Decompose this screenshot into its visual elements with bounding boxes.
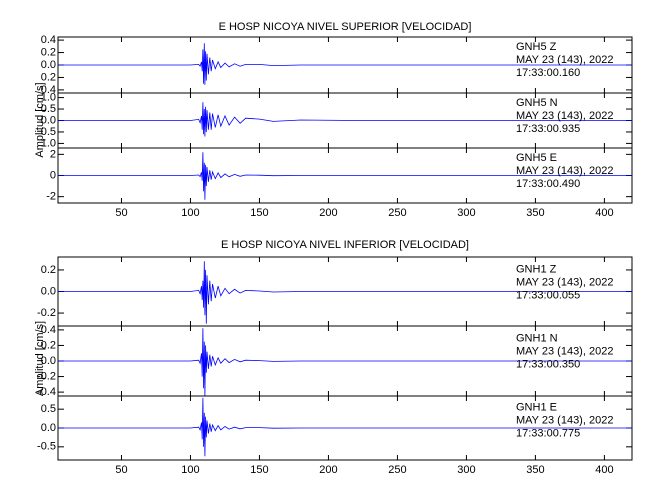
x-tick-label: 350	[526, 207, 544, 219]
waveform	[58, 102, 632, 137]
date-label: MAY 23 (143), 2022	[516, 165, 613, 177]
x-tick-label: 250	[388, 464, 406, 476]
x-tick-label: 50	[115, 464, 127, 476]
date-label: MAY 23 (143), 2022	[516, 346, 613, 358]
date-label: MAY 23 (143), 2022	[516, 276, 613, 288]
y-tick-label: 0.4	[41, 84, 56, 96]
x-tick-label: 400	[595, 207, 613, 219]
y-tick-label: 0.5	[41, 103, 56, 115]
time-label: 17:33:00.775	[516, 427, 580, 439]
y-tick-label: -0.4	[37, 386, 56, 398]
y-tick-label: 0.0	[41, 355, 56, 367]
date-label: MAY 23 (143), 2022	[516, 414, 613, 426]
x-tick-label: 100	[181, 464, 199, 476]
time-label: 17:33:00.490	[516, 178, 580, 190]
waveform	[58, 152, 632, 200]
y-tick-label: 0.5	[41, 403, 56, 415]
y-tick-label: 0.0	[41, 285, 56, 297]
x-tick-label: 400	[595, 464, 613, 476]
y-tick-label: -0.2	[37, 370, 56, 382]
station-label: GNH5 N	[516, 97, 558, 109]
y-tick-label: 0.2	[41, 46, 56, 58]
y-tick-label: 0.0	[41, 114, 56, 126]
y-tick-label: 2	[50, 148, 56, 160]
waveform	[58, 397, 632, 457]
y-tick-label: 0.2	[41, 71, 56, 83]
y-tick-label: 0.2	[41, 264, 56, 276]
waveform	[58, 43, 632, 85]
station-label: GNH5 Z	[516, 41, 557, 53]
x-tick-label: 250	[388, 207, 406, 219]
x-tick-label: 300	[457, 207, 475, 219]
station-label: GNH1 Z	[516, 263, 557, 275]
waveform	[58, 328, 632, 397]
y-tick-label: 0.4	[41, 34, 56, 46]
time-label: 17:33:00.160	[516, 67, 580, 79]
y-tick-label: 1.0	[41, 91, 56, 103]
y-axis-label: Amplitud [cm/s]	[34, 321, 46, 396]
x-tick-label: 150	[250, 464, 268, 476]
x-tick-label: 50	[115, 207, 127, 219]
y-tick-label: 0.5	[41, 126, 56, 138]
chart-title: E HOSP NICOYA NIVEL INFERIOR [VELOCIDAD]	[221, 239, 469, 251]
y-tick-label: -2	[46, 191, 56, 203]
y-tick-label: 1.0	[41, 137, 56, 149]
y-tick-label: 0.4	[41, 324, 56, 336]
y-tick-label: 0.0	[41, 422, 56, 434]
x-tick-label: 350	[526, 464, 544, 476]
time-label: 17:33:00.055	[516, 289, 580, 301]
y-tick-label: 0	[50, 169, 56, 181]
station-label: GNH5 E	[516, 152, 557, 164]
y-tick-label: 0.2	[41, 339, 56, 351]
station-label: GNH1 E	[516, 401, 557, 413]
x-tick-label: 200	[319, 207, 337, 219]
waveform	[58, 261, 632, 324]
chart-title: E HOSP NICOYA NIVEL SUPERIOR [VELOCIDAD]	[219, 21, 472, 33]
station-label: GNH1 N	[516, 333, 558, 345]
y-tick-label: 0.0	[41, 59, 56, 71]
time-label: 17:33:00.935	[516, 123, 580, 135]
y-axis-label: Amplitud [cm/s]	[34, 82, 46, 157]
x-tick-label: 100	[181, 207, 199, 219]
x-tick-label: 300	[457, 464, 475, 476]
y-tick-label: -0.5	[37, 441, 56, 453]
x-tick-label: 150	[250, 207, 268, 219]
y-tick-label: -0.2	[37, 307, 56, 319]
date-label: MAY 23 (143), 2022	[516, 110, 613, 122]
time-label: 17:33:00.350	[516, 359, 580, 371]
x-tick-label: 200	[319, 464, 337, 476]
date-label: MAY 23 (143), 2022	[516, 54, 613, 66]
